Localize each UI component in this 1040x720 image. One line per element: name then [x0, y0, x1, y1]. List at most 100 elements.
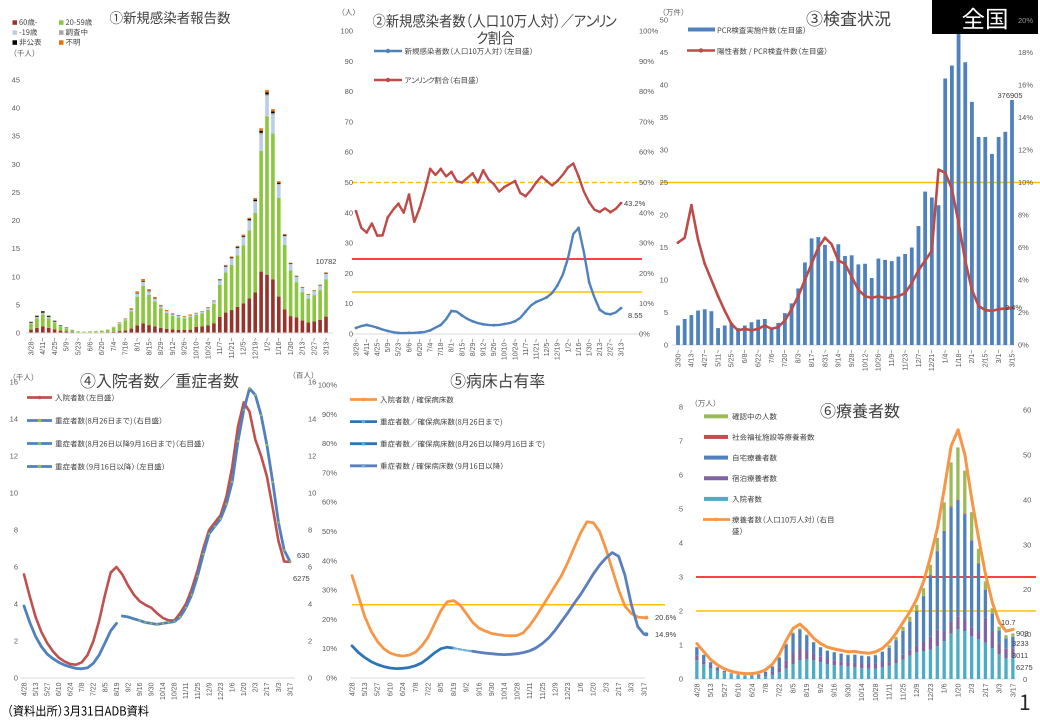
- svg-text:12: 12: [308, 452, 316, 461]
- svg-text:8/1~: 8/1~: [135, 338, 142, 352]
- svg-text:12/9: 12/9: [553, 682, 560, 696]
- svg-text:6/24: 6/24: [749, 683, 756, 697]
- svg-text:5/27: 5/27: [375, 682, 382, 696]
- svg-text:6: 6: [14, 563, 18, 572]
- svg-text:50: 50: [660, 16, 668, 25]
- svg-text:5: 5: [16, 300, 20, 309]
- svg-text:3/17: 3/17: [1010, 683, 1017, 697]
- svg-text:1/18~: 1/18~: [956, 349, 963, 367]
- svg-text:10782: 10782: [316, 257, 337, 266]
- svg-text:11/11: 11/11: [887, 683, 894, 700]
- svg-text:50: 50: [345, 178, 353, 187]
- svg-text:7/8: 7/8: [413, 682, 420, 692]
- svg-text:35: 35: [660, 113, 668, 122]
- svg-text:7/22: 7/22: [426, 682, 433, 696]
- svg-text:5/27: 5/27: [722, 683, 729, 697]
- svg-text:1/30~: 1/30~: [587, 339, 594, 357]
- svg-text:60: 60: [345, 148, 353, 157]
- svg-text:12/19~: 12/19~: [253, 338, 260, 360]
- svg-text:40: 40: [1023, 495, 1031, 504]
- svg-text:2/17: 2/17: [264, 682, 271, 696]
- svg-text:3233: 3233: [1012, 639, 1029, 648]
- svg-text:50%: 50%: [322, 527, 337, 536]
- svg-text:2/27~: 2/27~: [312, 338, 319, 356]
- svg-text:40: 40: [12, 104, 20, 113]
- svg-text:3/1~: 3/1~: [996, 350, 1003, 364]
- svg-text:5/9~: 5/9~: [385, 339, 392, 353]
- svg-text:1/4~: 1/4~: [943, 350, 950, 364]
- svg-text:1/30~: 1/30~: [288, 338, 295, 356]
- svg-text:6/22~: 6/22~: [755, 349, 762, 367]
- svg-text:2/3: 2/3: [603, 682, 610, 692]
- svg-text:6/10: 6/10: [56, 682, 63, 696]
- svg-text:10%: 10%: [639, 299, 654, 308]
- svg-text:9/30: 9/30: [489, 682, 496, 696]
- svg-text:6/10: 6/10: [387, 682, 394, 696]
- svg-text:0: 0: [679, 675, 683, 684]
- svg-text:11/7~: 11/7~: [523, 339, 530, 356]
- svg-text:70%: 70%: [322, 468, 337, 477]
- svg-text:8/15~: 8/15~: [459, 339, 466, 357]
- svg-text:6275: 6275: [293, 574, 310, 583]
- svg-text:6/6~: 6/6~: [87, 338, 94, 352]
- svg-text:5/11~: 5/11~: [715, 349, 722, 366]
- svg-text:1/20: 1/20: [591, 682, 598, 696]
- svg-text:8: 8: [14, 526, 18, 535]
- svg-text:43.2%: 43.2%: [624, 199, 646, 208]
- svg-text:100%: 100%: [318, 381, 338, 390]
- svg-text:14%: 14%: [1018, 113, 1033, 122]
- svg-text:30: 30: [345, 239, 353, 248]
- svg-text:6275: 6275: [1016, 663, 1033, 672]
- svg-text:60%: 60%: [322, 498, 337, 507]
- svg-text:8/29~: 8/29~: [470, 339, 477, 357]
- svg-text:9/2: 9/2: [818, 683, 825, 693]
- svg-text:40%: 40%: [322, 556, 337, 565]
- svg-text:2/15~: 2/15~: [983, 349, 990, 367]
- svg-text:1/20: 1/20: [241, 682, 248, 696]
- svg-text:6/20~: 6/20~: [99, 338, 106, 356]
- svg-text:10/10~: 10/10~: [194, 338, 201, 360]
- svg-text:1/16~: 1/16~: [576, 339, 583, 357]
- svg-text:20: 20: [1023, 585, 1031, 594]
- svg-text:4/28: 4/28: [21, 682, 28, 696]
- svg-text:11/7~: 11/7~: [217, 338, 224, 355]
- svg-text:12/21~: 12/21~: [929, 350, 936, 372]
- svg-text:4/27~: 4/27~: [702, 350, 709, 368]
- svg-text:2/3: 2/3: [253, 682, 260, 692]
- svg-text:10/14: 10/14: [160, 682, 167, 700]
- svg-text:30%: 30%: [639, 239, 654, 248]
- svg-text:90%: 90%: [322, 410, 337, 419]
- svg-text:3/13~: 3/13~: [618, 339, 625, 357]
- svg-text:12%: 12%: [1018, 146, 1033, 155]
- svg-text:3/28~: 3/28~: [28, 338, 35, 356]
- svg-text:1/2~: 1/2~: [565, 339, 572, 353]
- svg-text:6/24: 6/24: [400, 682, 407, 696]
- svg-text:8.55: 8.55: [628, 311, 643, 320]
- svg-text:0: 0: [1023, 675, 1027, 684]
- svg-text:10: 10: [345, 299, 353, 308]
- svg-text:4: 4: [679, 539, 683, 548]
- svg-text:10/24~: 10/24~: [512, 339, 519, 361]
- svg-text:10/28: 10/28: [873, 683, 880, 701]
- svg-text:10.7: 10.7: [1001, 618, 1016, 627]
- svg-text:10/24~: 10/24~: [205, 338, 212, 360]
- svg-text:2/27~: 2/27~: [608, 339, 615, 357]
- svg-text:5/27: 5/27: [44, 682, 51, 696]
- svg-text:90: 90: [345, 57, 353, 66]
- svg-text:8/5: 8/5: [790, 683, 797, 693]
- svg-text:7/18~: 7/18~: [123, 338, 130, 356]
- svg-text:10%: 10%: [322, 644, 337, 653]
- svg-text:4/28: 4/28: [694, 683, 701, 697]
- svg-text:9/16: 9/16: [832, 683, 839, 697]
- svg-text:5/9~: 5/9~: [64, 338, 71, 352]
- svg-text:8/5: 8/5: [438, 682, 445, 692]
- svg-text:20%: 20%: [639, 269, 654, 278]
- svg-text:4/11~: 4/11~: [40, 338, 47, 355]
- svg-text:10: 10: [308, 489, 316, 498]
- svg-text:9/30: 9/30: [149, 682, 156, 696]
- svg-text:8: 8: [308, 526, 312, 535]
- svg-text:5/13: 5/13: [708, 683, 715, 697]
- svg-text:35: 35: [12, 132, 20, 141]
- svg-text:7/4~: 7/4~: [428, 339, 435, 353]
- svg-text:80%: 80%: [322, 439, 337, 448]
